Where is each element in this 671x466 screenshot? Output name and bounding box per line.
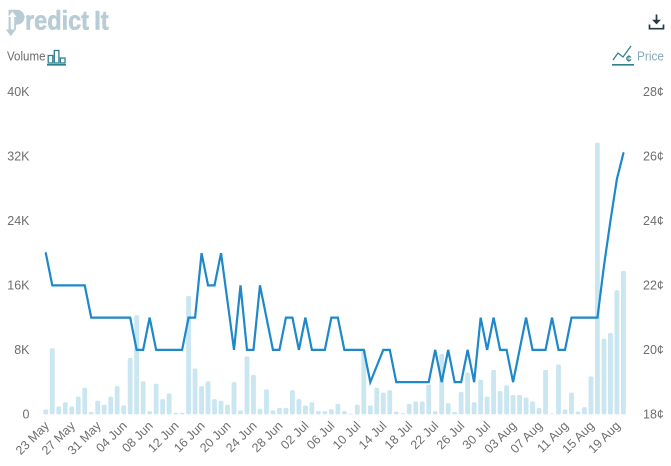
svg-text:0: 0 xyxy=(23,408,30,422)
svg-text:26¢: 26¢ xyxy=(643,150,664,164)
svg-text:16K: 16K xyxy=(7,279,30,293)
svg-text:24¢: 24¢ xyxy=(643,214,664,228)
svg-text:22¢: 22¢ xyxy=(643,279,664,293)
svg-text:40K: 40K xyxy=(7,85,30,99)
svg-text:18¢: 18¢ xyxy=(643,408,664,422)
svg-text:28¢: 28¢ xyxy=(643,85,664,99)
svg-text:24K: 24K xyxy=(7,214,30,228)
svg-text:Volume: Volume xyxy=(7,50,46,64)
svg-text:¢: ¢ xyxy=(626,54,632,65)
svg-text:8K: 8K xyxy=(14,343,30,357)
svg-text:32K: 32K xyxy=(7,150,30,164)
svg-text:Price: Price xyxy=(637,50,664,64)
svg-text:20¢: 20¢ xyxy=(643,343,664,357)
svg-text:redict: redict xyxy=(25,6,89,36)
svg-text:It: It xyxy=(94,6,109,36)
